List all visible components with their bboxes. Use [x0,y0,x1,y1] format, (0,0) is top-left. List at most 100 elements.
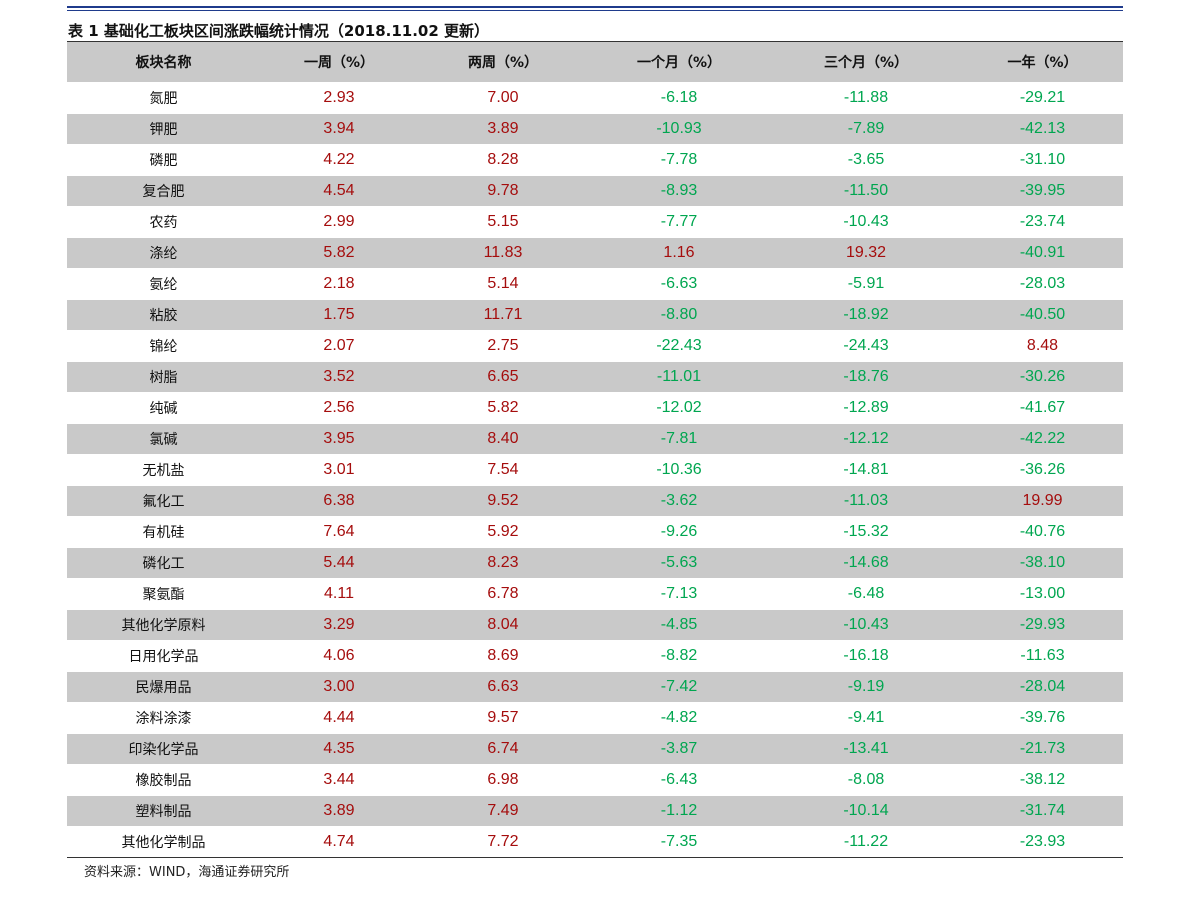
sector-name: 粘胶 [149,307,178,324]
change-value: -41.67 [1019,398,1066,416]
sector-name: 涂料涂漆 [135,710,192,727]
change-value: 11.83 [483,243,523,261]
change-value: 8.04 [487,615,519,633]
change-value: -23.93 [1019,832,1066,850]
row-separator [67,764,1123,765]
change-value: 2.56 [323,398,355,416]
header-bg [67,42,1123,82]
change-value: -9.41 [847,708,885,726]
change-value: -12.12 [843,429,889,447]
row-separator [67,547,1123,548]
row-separator [67,330,1123,331]
change-value: -10.36 [656,460,702,478]
sector-name: 民爆用品 [135,679,192,696]
change-value: 3.44 [323,770,355,788]
change-value: 4.22 [323,150,355,168]
change-value: -4.82 [660,708,698,726]
sector-name: 氟化工 [142,493,185,510]
change-value: -8.80 [660,305,698,323]
change-value: 5.44 [323,553,355,571]
sector-name: 其他化学制品 [121,834,206,851]
change-value: 1.16 [663,243,695,261]
row-separator [67,826,1123,827]
change-value: -13.00 [1019,584,1066,602]
row-stripe [67,733,1123,764]
change-value: 4.44 [323,708,355,726]
row-stripe [67,609,1123,640]
change-value: -9.19 [847,677,885,695]
row-separator [67,578,1123,579]
row-separator [67,609,1123,610]
change-value: 3.29 [323,615,355,633]
change-value: -28.03 [1019,274,1066,292]
row-stripe [67,423,1123,454]
table-bottom-line [67,857,1123,858]
change-value: 2.18 [323,274,355,292]
change-value: 2.75 [487,336,519,354]
sector-name: 锦纶 [149,338,178,355]
row-separator [67,268,1123,269]
change-value: -39.95 [1019,181,1066,199]
change-value: 6.38 [323,491,355,509]
change-value: -7.81 [660,429,698,447]
header-cell: 两周（%） [467,55,539,71]
change-value: 5.92 [487,522,519,540]
change-value: -14.68 [843,553,889,571]
change-value: -5.63 [660,553,698,571]
change-value: -18.76 [843,367,889,385]
change-value: -16.18 [843,646,889,664]
table-title: 表 1 基础化工板块区间涨跌幅统计情况（2018.11.02 更新） [68,22,489,40]
row-stripe [67,795,1123,826]
change-value: -42.13 [1019,119,1066,137]
sector-name: 橡胶制品 [135,772,192,789]
change-value: 3.95 [323,429,355,447]
change-value: -11.03 [843,491,889,509]
change-value: 8.28 [487,150,519,168]
change-value: -40.91 [1019,243,1066,261]
change-value: 11.71 [483,305,523,323]
sector-name: 氨纶 [149,276,178,293]
row-separator [67,392,1123,393]
sector-name: 有机硅 [142,524,185,541]
change-value: -11.50 [843,181,889,199]
top-rule [67,6,1123,8]
row-stripe [67,547,1123,578]
change-value: -11.63 [1020,646,1065,664]
change-value: 9.78 [487,181,519,199]
change-value: 6.98 [487,770,519,788]
change-value: 3.94 [323,119,355,137]
change-value: -11.01 [656,367,702,385]
sector-name: 印染化学品 [128,741,199,758]
row-separator [67,640,1123,641]
source-note: 资料来源：WIND，海通证券研究所 [84,865,290,880]
change-value: -9.26 [660,522,698,540]
row-separator [67,82,1123,83]
change-value: 19.32 [845,243,887,261]
change-value: -7.13 [660,584,698,602]
change-value: 9.57 [487,708,519,726]
change-value: -3.62 [660,491,698,509]
change-value: -24.43 [843,336,889,354]
sector-name: 农药 [149,214,178,231]
change-value: -21.73 [1019,739,1066,757]
change-value: -3.87 [660,739,698,757]
row-separator [67,485,1123,486]
sector-name: 复合肥 [142,183,185,200]
change-value: -7.35 [660,832,698,850]
table-top-line [67,41,1123,42]
change-value: 5.82 [487,398,519,416]
sector-name: 其他化学原料 [121,617,206,634]
change-value: -38.12 [1019,770,1066,788]
change-value: 4.11 [324,584,354,602]
change-value: -7.89 [847,119,885,137]
change-value: 6.65 [487,367,519,385]
header-cell: 一年（%） [1007,55,1078,71]
change-value: 6.78 [487,584,519,602]
change-value: -40.50 [1019,305,1066,323]
change-value: 5.82 [323,243,355,261]
change-value: 7.54 [487,460,519,478]
change-value: 3.89 [487,119,519,137]
change-value: -29.21 [1019,88,1066,106]
change-value: 3.00 [323,677,355,695]
change-value: -10.93 [656,119,702,137]
